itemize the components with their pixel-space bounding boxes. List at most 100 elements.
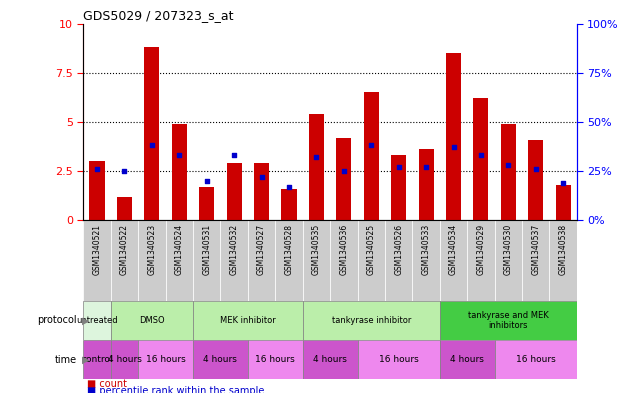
Bar (138, 220, 165, 301)
Bar (446, 53, 461, 220)
Bar (165, 220, 193, 301)
Text: 16 hours: 16 hours (146, 355, 185, 364)
Text: GSM1340537: GSM1340537 (531, 224, 540, 275)
Text: GDS5029 / 207323_s_at: GDS5029 / 207323_s_at (83, 9, 234, 22)
Text: tankyrase inhibitor: tankyrase inhibitor (331, 316, 411, 325)
Bar (83, 340, 111, 379)
Text: time: time (54, 354, 77, 365)
Text: GSM1340536: GSM1340536 (339, 224, 348, 275)
Bar (528, 140, 544, 220)
Bar (363, 92, 379, 220)
Bar (193, 220, 221, 301)
Bar (330, 220, 358, 301)
Text: 4 hours: 4 hours (108, 355, 142, 364)
Bar (495, 340, 577, 379)
Text: GSM1340531: GSM1340531 (202, 224, 212, 275)
Bar (90, 161, 104, 220)
Bar (385, 220, 412, 301)
Text: GSM1340522: GSM1340522 (120, 224, 129, 275)
Bar (474, 98, 488, 220)
Bar (227, 163, 242, 220)
Bar (144, 47, 160, 220)
Point (531, 166, 541, 172)
Bar (254, 163, 269, 220)
Bar (549, 220, 577, 301)
Text: 4 hours: 4 hours (203, 355, 237, 364)
Text: GSM1340524: GSM1340524 (175, 224, 184, 275)
Point (174, 152, 185, 158)
Text: ■ count: ■ count (87, 379, 126, 389)
Text: DMSO: DMSO (139, 316, 165, 325)
Point (394, 164, 404, 170)
Text: GSM1340529: GSM1340529 (476, 224, 485, 275)
Text: 16 hours: 16 hours (255, 355, 295, 364)
Point (92, 166, 102, 172)
Point (421, 164, 431, 170)
Text: GSM1340526: GSM1340526 (394, 224, 403, 275)
Bar (83, 301, 111, 340)
Bar (440, 220, 467, 301)
Text: tankyrase and MEK
inhibitors: tankyrase and MEK inhibitors (468, 310, 549, 330)
Bar (522, 220, 549, 301)
Text: ■ percentile rank within the sample: ■ percentile rank within the sample (87, 386, 264, 393)
Text: GSM1340538: GSM1340538 (559, 224, 568, 275)
Bar (111, 340, 138, 379)
Bar (248, 220, 275, 301)
Text: GSM1340528: GSM1340528 (285, 224, 294, 275)
Text: 16 hours: 16 hours (516, 355, 556, 364)
Text: GSM1340521: GSM1340521 (92, 224, 101, 275)
Bar (221, 220, 248, 301)
Bar (495, 220, 522, 301)
Bar (199, 187, 214, 220)
Bar (467, 220, 495, 301)
Text: ▶: ▶ (82, 315, 90, 325)
Bar (193, 340, 248, 379)
Text: GSM1340532: GSM1340532 (229, 224, 238, 275)
Text: MEK inhibitor: MEK inhibitor (220, 316, 276, 325)
Point (503, 162, 513, 168)
Bar (193, 301, 303, 340)
Bar (117, 196, 132, 220)
Bar (391, 155, 406, 220)
Bar (440, 340, 495, 379)
Bar (138, 340, 193, 379)
Point (338, 168, 349, 174)
Text: 4 hours: 4 hours (450, 355, 484, 364)
Bar (303, 301, 440, 340)
Text: GSM1340534: GSM1340534 (449, 224, 458, 275)
Bar (172, 124, 187, 220)
Bar (248, 340, 303, 379)
Point (119, 168, 129, 174)
Text: GSM1340535: GSM1340535 (312, 224, 321, 275)
Bar (419, 149, 433, 220)
Text: protocol: protocol (37, 315, 77, 325)
Text: GSM1340523: GSM1340523 (147, 224, 156, 275)
Bar (303, 220, 330, 301)
Bar (440, 301, 577, 340)
Bar (358, 220, 385, 301)
Bar (281, 189, 297, 220)
Text: control: control (81, 355, 113, 364)
Point (312, 154, 322, 160)
Point (147, 142, 157, 149)
Point (229, 152, 239, 158)
Text: GSM1340525: GSM1340525 (367, 224, 376, 275)
Bar (83, 220, 111, 301)
Bar (337, 138, 351, 220)
Text: GSM1340530: GSM1340530 (504, 224, 513, 275)
Text: untreated: untreated (76, 316, 118, 325)
Bar (111, 301, 193, 340)
Point (448, 144, 458, 151)
Bar (501, 124, 516, 220)
Bar (303, 340, 358, 379)
Text: GSM1340533: GSM1340533 (422, 224, 431, 275)
Text: 4 hours: 4 hours (313, 355, 347, 364)
Point (201, 178, 212, 184)
Bar (358, 340, 440, 379)
Text: ▶: ▶ (82, 354, 90, 365)
Text: 16 hours: 16 hours (379, 355, 419, 364)
Bar (556, 185, 570, 220)
Bar (275, 220, 303, 301)
Point (476, 152, 486, 158)
Point (366, 142, 376, 149)
